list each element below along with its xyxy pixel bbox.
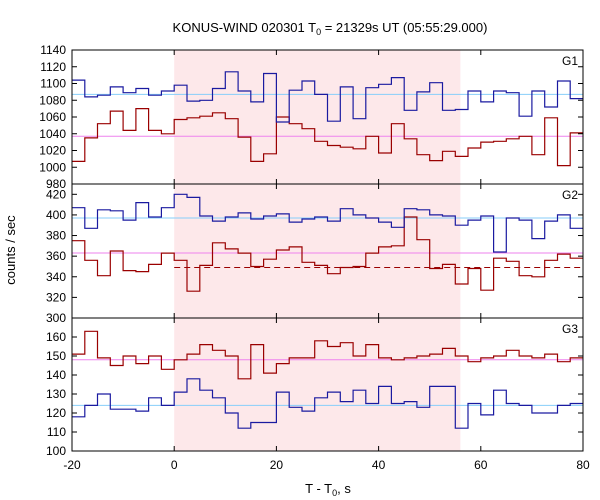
g3-source-interval [174,318,461,451]
g2-blue-series [72,193,583,253]
g3-ytick-label: 140 [46,368,66,382]
g2-ytick-label: 300 [46,311,66,325]
g2-ytick-label: 340 [46,270,66,284]
g3-ytick-label: 150 [46,349,66,363]
g1-ytick-label: 1140 [40,43,66,57]
y-axis-label: counts / sec [3,215,18,285]
g3-ytick-label: 110 [47,425,66,439]
x-tick-label: 60 [474,458,488,472]
g3-ytick-label: 100 [46,444,66,458]
g3-ytick-label: 160 [46,330,66,344]
g1-red-series [72,108,583,167]
chart-title: KONUS-WIND 020301 T0 = 21329s UT (05:55:… [173,20,488,37]
x-tick-label: 20 [270,458,284,472]
g1-ytick-label: 1040 [39,127,66,141]
x-tick-label: 40 [372,458,386,472]
g2-ytick-label: 420 [46,187,66,201]
g1-panel-label: G1 [562,54,578,68]
g2-source-interval [174,184,461,318]
g2-ytick-label: 320 [46,290,66,304]
g2-ytick-label: 380 [46,229,66,243]
x-tick-label: -20 [63,458,81,472]
g1-ytick-label: 1100 [40,77,66,91]
g1-blue-series [72,71,583,123]
g1-ytick-label: 1060 [39,110,66,124]
g1-ytick-label: 1000 [39,160,66,174]
g1-source-interval [174,50,461,184]
x-tick-label: 80 [576,458,590,472]
g3-panel-label: G3 [562,322,578,336]
g1-ytick-label: 980 [46,177,66,191]
x-axis-label: T - T0, s [305,481,351,498]
g1-ytick-label: 1080 [39,93,66,107]
x-tick-label: 0 [171,458,178,472]
g3-red-series [72,330,583,380]
g1-ytick-label: 1120 [40,60,66,74]
g1-ytick-label: 1020 [39,144,66,158]
g2-panel-label: G2 [562,188,578,202]
g2-ytick-label: 400 [46,208,66,222]
g2-ytick-label: 360 [46,249,66,263]
g3-ytick-label: 120 [46,406,66,420]
g2-red-series [72,216,583,292]
g3-blue-series [72,378,583,429]
g3-frame [71,317,584,452]
g3-ytick-label: 130 [46,387,66,401]
